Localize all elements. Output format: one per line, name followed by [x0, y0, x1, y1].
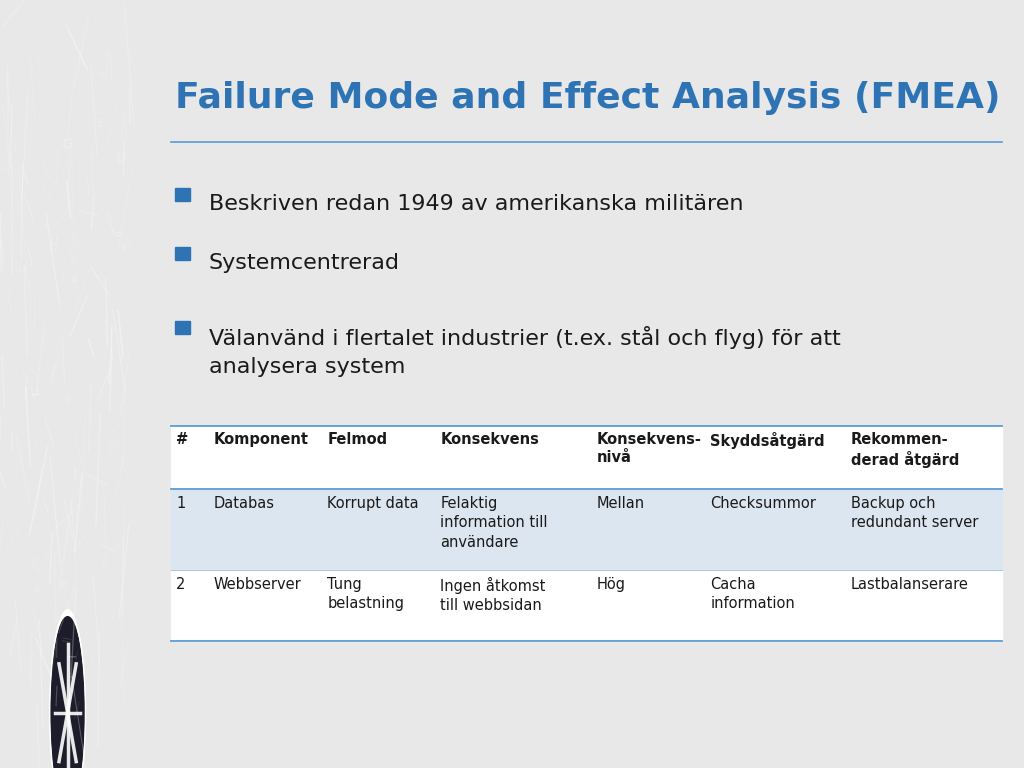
Bar	[175, 321, 190, 333]
Circle shape	[50, 617, 84, 768]
Text: Backup och
redundant server: Backup och redundant server	[851, 496, 978, 531]
Text: Skyddsåtgärd: Skyddsåtgärd	[711, 432, 825, 449]
Text: 0: 0	[72, 235, 80, 248]
Text: F: F	[58, 581, 69, 595]
Text: Beskriven redan 1949 av amerikanska militären: Beskriven redan 1949 av amerikanska mili…	[209, 194, 743, 214]
Text: 0: 0	[14, 533, 18, 539]
Text: Välanvänd i flertalet industrier (t.ex. stål och flyg) för att
analysera system: Välanvänd i flertalet industrier (t.ex. …	[209, 326, 841, 376]
Text: T: T	[103, 54, 112, 65]
Text: 1: 1	[176, 496, 185, 511]
Bar	[175, 188, 190, 200]
Circle shape	[49, 609, 86, 768]
Text: Mellan: Mellan	[597, 496, 645, 511]
Text: 2: 2	[176, 577, 185, 592]
Text: E: E	[100, 71, 109, 81]
Text: E: E	[30, 557, 42, 573]
Text: E: E	[97, 118, 104, 128]
Bar	[171, 570, 1001, 641]
Text: Felaktig
information till
användare: Felaktig information till användare	[440, 496, 548, 550]
Text: Konsekvens: Konsekvens	[440, 432, 540, 447]
Text: S: S	[63, 396, 71, 406]
Text: 0: 0	[97, 71, 103, 80]
Text: Webbserver: Webbserver	[214, 577, 302, 592]
Text: μ: μ	[70, 274, 78, 284]
Text: Tung
belastning: Tung belastning	[327, 577, 404, 611]
Text: =: =	[112, 227, 126, 242]
Text: U: U	[116, 151, 127, 166]
Text: μ: μ	[29, 382, 41, 399]
Text: Failure Mode and Effect Analysis (FMEA): Failure Mode and Effect Analysis (FMEA)	[175, 81, 1000, 114]
Text: Felmod: Felmod	[327, 432, 387, 447]
Text: Ingen åtkomst
till webbsidan: Ingen åtkomst till webbsidan	[440, 577, 546, 613]
Text: Systemcentrerad: Systemcentrerad	[209, 253, 400, 273]
Text: F: F	[60, 273, 70, 284]
Text: 0: 0	[47, 241, 58, 256]
Text: μ: μ	[16, 261, 28, 275]
Text: 0: 0	[106, 441, 117, 456]
Text: E: E	[120, 243, 127, 253]
Text: Korrupt data: Korrupt data	[327, 496, 419, 511]
Text: =: =	[58, 634, 73, 650]
Text: 1: 1	[9, 485, 16, 495]
Text: =: =	[93, 269, 106, 284]
Text: Cacha
information: Cacha information	[711, 577, 795, 611]
Text: Hög: Hög	[597, 577, 626, 592]
Bar	[171, 426, 1001, 489]
Text: =: =	[30, 583, 44, 598]
Text: Lastbalanserare: Lastbalanserare	[851, 577, 969, 592]
Text: 0: 0	[106, 375, 113, 385]
Text: T: T	[20, 661, 27, 667]
Text: Σ: Σ	[15, 205, 20, 214]
Text: Checksummor: Checksummor	[711, 496, 816, 511]
Text: Databas: Databas	[214, 496, 274, 511]
Text: #: #	[176, 432, 188, 447]
Text: Konsekvens-
nivå: Konsekvens- nivå	[597, 432, 701, 465]
Text: ∫: ∫	[9, 657, 17, 667]
Text: Komponent: Komponent	[214, 432, 309, 447]
Bar	[175, 247, 190, 260]
Text: G: G	[60, 137, 73, 152]
Text: Rekommen-
derad åtgärd: Rekommen- derad åtgärd	[851, 432, 959, 468]
Text: U: U	[10, 366, 16, 374]
Text: F: F	[88, 154, 93, 164]
Text: μ: μ	[49, 233, 59, 249]
Bar	[171, 489, 1001, 570]
